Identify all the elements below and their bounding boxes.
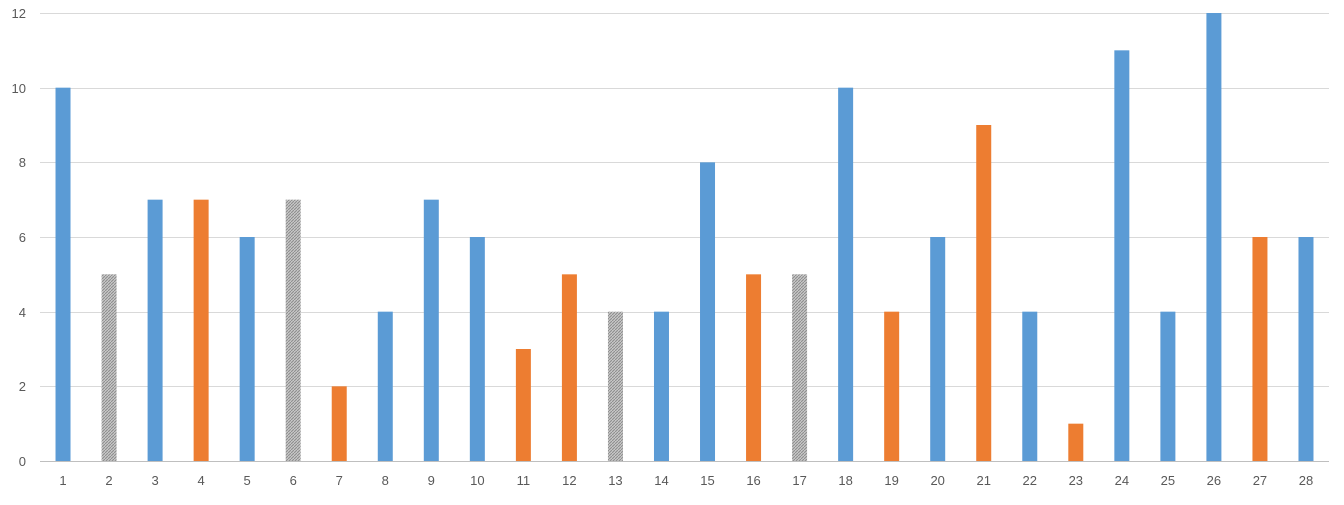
bar-22 bbox=[1022, 311, 1038, 461]
bar-24 bbox=[1114, 50, 1130, 461]
x-tick-label: 24 bbox=[1115, 473, 1129, 488]
bar-11 bbox=[515, 349, 531, 461]
bar-5 bbox=[239, 237, 255, 461]
bar-28 bbox=[1298, 237, 1314, 461]
x-tick-label: 13 bbox=[608, 473, 622, 488]
x-tick-label: 8 bbox=[382, 473, 389, 488]
y-axis-tick-labels: 0 2 4 6 8 10 12 bbox=[12, 6, 26, 469]
x-tick-label: 22 bbox=[1023, 473, 1037, 488]
bar-3 bbox=[147, 199, 163, 462]
bar-21 bbox=[976, 125, 992, 461]
x-tick-label: 27 bbox=[1253, 473, 1267, 488]
y-tick-label: 12 bbox=[12, 6, 26, 21]
x-tick-label: 1 bbox=[59, 473, 66, 488]
x-tick-label: 10 bbox=[470, 473, 484, 488]
x-tick-label: 11 bbox=[517, 473, 531, 488]
x-tick-label: 7 bbox=[336, 473, 343, 488]
y-tick-label: 6 bbox=[19, 230, 26, 245]
x-tick-label: 19 bbox=[884, 473, 898, 488]
bar-16 bbox=[746, 274, 762, 461]
x-tick-label: 21 bbox=[976, 473, 990, 488]
y-tick-label: 8 bbox=[19, 155, 26, 170]
x-tick-label: 17 bbox=[792, 473, 806, 488]
x-axis-tick-labels: 1 2 3 4 5 6 7 8 9 10 11 12 13 14 15 16 17 18 19 20 21 22 23 24 2… bbox=[59, 473, 1313, 488]
x-tick-label: 25 bbox=[1161, 473, 1175, 488]
y-tick-label: 10 bbox=[12, 81, 26, 96]
x-tick-label: 23 bbox=[1069, 473, 1083, 488]
x-tick-label: 26 bbox=[1207, 473, 1221, 488]
bars bbox=[55, 13, 1314, 462]
bar-2 bbox=[101, 274, 117, 461]
bar-18 bbox=[838, 87, 854, 462]
bar-8 bbox=[377, 311, 393, 461]
gridlines bbox=[40, 13, 1329, 387]
bar-6 bbox=[285, 199, 301, 462]
bar-15 bbox=[700, 162, 716, 461]
x-tick-label: 9 bbox=[428, 473, 435, 488]
bar-17 bbox=[792, 274, 808, 461]
bar-23 bbox=[1068, 423, 1084, 461]
y-tick-label: 4 bbox=[19, 305, 26, 320]
x-tick-label: 5 bbox=[244, 473, 251, 488]
x-tick-label: 12 bbox=[562, 473, 576, 488]
bar-25 bbox=[1160, 311, 1176, 461]
x-tick-label: 3 bbox=[151, 473, 158, 488]
bar-27 bbox=[1252, 237, 1268, 461]
bar-10 bbox=[469, 237, 485, 461]
x-tick-label: 6 bbox=[290, 473, 297, 488]
x-tick-label: 28 bbox=[1299, 473, 1313, 488]
bar-13 bbox=[607, 311, 623, 461]
y-tick-label: 2 bbox=[19, 379, 26, 394]
bar-9 bbox=[423, 199, 439, 462]
bar-4 bbox=[193, 199, 209, 462]
bar-14 bbox=[653, 311, 669, 461]
bar-26 bbox=[1206, 13, 1222, 461]
bar-19 bbox=[884, 311, 900, 461]
bar-12 bbox=[561, 274, 577, 461]
bar-20 bbox=[930, 237, 946, 461]
x-tick-label: 16 bbox=[746, 473, 760, 488]
x-tick-label: 20 bbox=[930, 473, 944, 488]
x-tick-label: 15 bbox=[700, 473, 714, 488]
bar-7 bbox=[331, 386, 347, 461]
x-tick-label: 18 bbox=[838, 473, 852, 488]
x-tick-label: 14 bbox=[654, 473, 668, 488]
x-tick-label: 2 bbox=[105, 473, 112, 488]
x-tick-label: 4 bbox=[198, 473, 205, 488]
bar-1 bbox=[55, 87, 71, 462]
y-tick-label: 0 bbox=[19, 454, 26, 469]
